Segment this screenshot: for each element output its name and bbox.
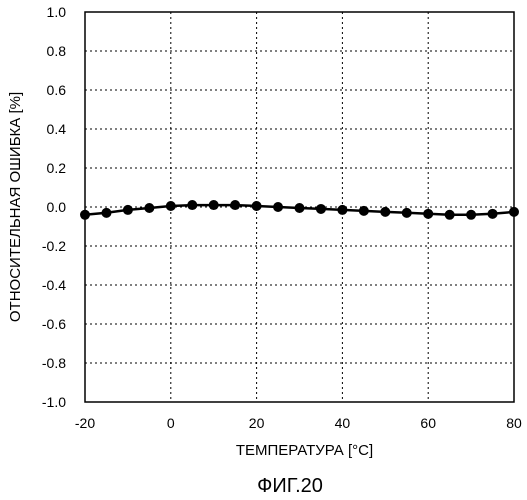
y-tick-label: -0.4 bbox=[42, 277, 66, 293]
data-point bbox=[144, 203, 154, 213]
data-point bbox=[402, 208, 412, 218]
y-tick-label: 0.8 bbox=[47, 43, 67, 59]
y-tick-label: 0.0 bbox=[47, 199, 67, 215]
data-point bbox=[230, 200, 240, 210]
data-point bbox=[380, 207, 390, 217]
x-axis-ticks: -20 0 20 40 60 80 bbox=[75, 415, 522, 431]
x-tick-label: 40 bbox=[335, 415, 351, 431]
x-tick-label: 0 bbox=[167, 415, 175, 431]
data-point bbox=[423, 209, 433, 219]
y-tick-label: -1.0 bbox=[42, 394, 66, 410]
data-point bbox=[359, 206, 369, 216]
data-point bbox=[273, 202, 283, 212]
y-tick-label: -0.8 bbox=[42, 355, 66, 371]
data-point bbox=[166, 201, 176, 211]
series-layer bbox=[80, 200, 519, 220]
y-tick-label: 0.6 bbox=[47, 82, 67, 98]
y-axis-label: ОТНОСИТЕЛЬНАЯ ОШИБКА [%] bbox=[7, 92, 24, 322]
data-point bbox=[445, 210, 455, 220]
x-tick-label: 60 bbox=[420, 415, 436, 431]
data-point bbox=[123, 205, 133, 215]
x-tick-label: 80 bbox=[506, 415, 522, 431]
figure-caption: ФИГ.20 bbox=[257, 475, 323, 497]
x-tick-label: -20 bbox=[75, 415, 95, 431]
data-point bbox=[101, 208, 111, 218]
data-point bbox=[252, 201, 262, 211]
y-tick-label: 0.2 bbox=[47, 160, 67, 176]
x-tick-label: 20 bbox=[249, 415, 265, 431]
y-tick-label: 1.0 bbox=[47, 4, 67, 20]
data-point bbox=[337, 205, 347, 215]
y-tick-label: -0.6 bbox=[42, 316, 66, 332]
data-point bbox=[316, 204, 326, 214]
data-point bbox=[509, 207, 519, 217]
data-point bbox=[80, 210, 90, 220]
data-point bbox=[295, 203, 305, 213]
x-axis-label: ТЕМПЕРАТУРА [°C] bbox=[236, 442, 373, 459]
y-axis-ticks: 1.0 0.8 0.6 0.4 0.2 0.0 -0.2 -0.4 -0.6 -0.8 -1.0 bbox=[42, 4, 66, 410]
data-point bbox=[209, 200, 219, 210]
data-point bbox=[187, 200, 197, 210]
y-tick-label: -0.2 bbox=[42, 238, 66, 254]
data-point bbox=[466, 210, 476, 220]
y-tick-label: 0.4 bbox=[47, 121, 67, 137]
data-point bbox=[488, 209, 498, 219]
